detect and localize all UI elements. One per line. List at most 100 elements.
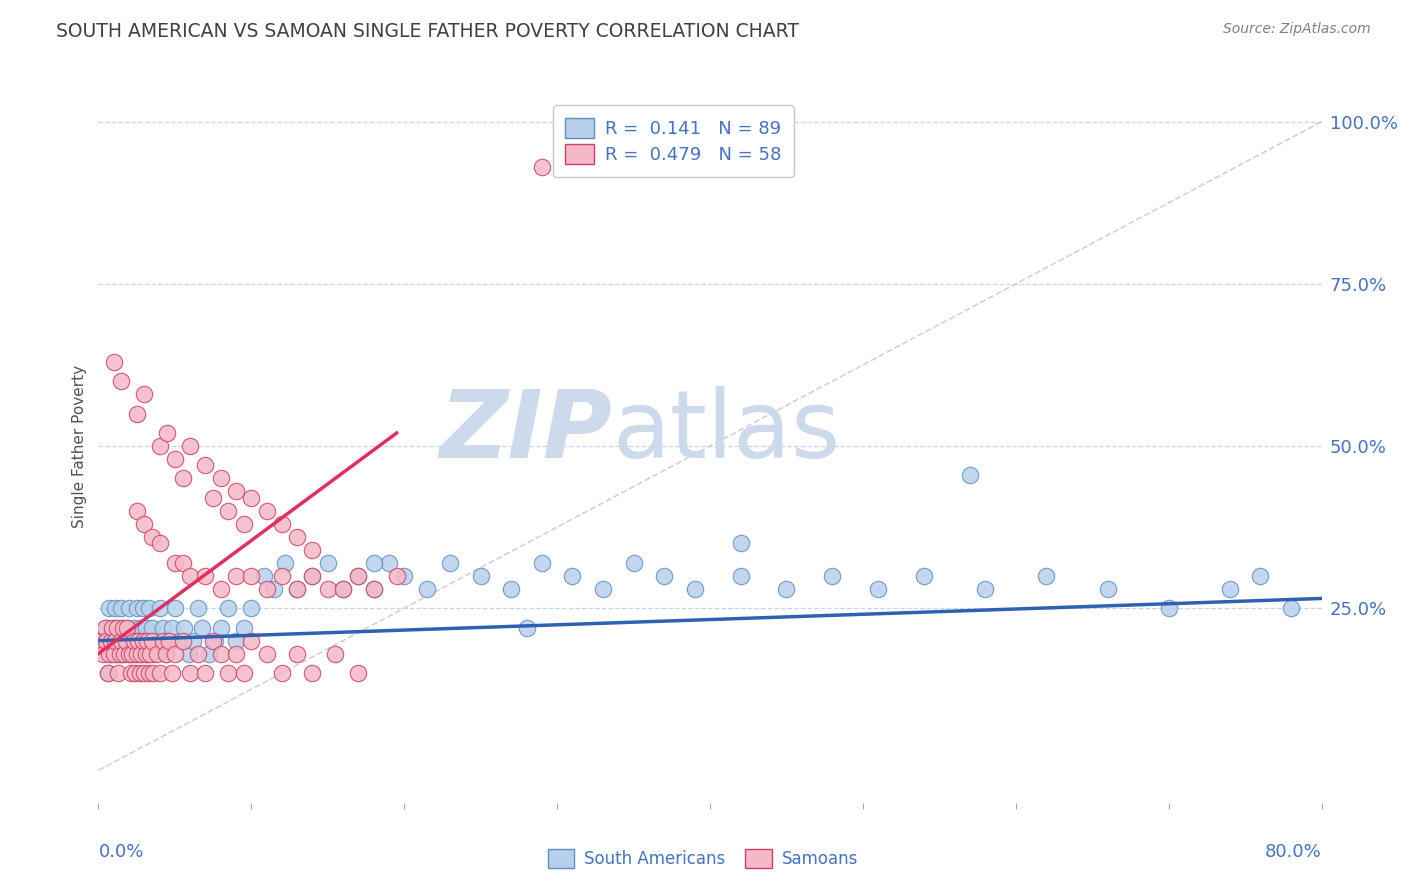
Point bbox=[385, 568, 408, 582]
Point bbox=[91, 633, 114, 648]
Point bbox=[108, 647, 131, 661]
Point bbox=[152, 633, 174, 648]
Y-axis label: Single Father Poverty: Single Father Poverty bbox=[72, 365, 87, 527]
Point bbox=[103, 647, 125, 661]
Point bbox=[232, 621, 254, 635]
Point bbox=[110, 633, 132, 648]
Point bbox=[179, 568, 201, 582]
Point bbox=[683, 582, 706, 596]
Point bbox=[197, 647, 219, 661]
Point bbox=[912, 568, 935, 582]
Point bbox=[94, 621, 117, 635]
Point bbox=[332, 582, 354, 596]
Point bbox=[392, 568, 416, 582]
Point bbox=[252, 568, 274, 582]
Point bbox=[129, 647, 152, 661]
Point bbox=[134, 516, 156, 531]
Point bbox=[179, 666, 201, 681]
Point bbox=[270, 666, 292, 681]
Point bbox=[100, 647, 122, 661]
Point bbox=[378, 556, 401, 570]
Point bbox=[104, 633, 127, 648]
Point bbox=[103, 621, 125, 635]
Point bbox=[115, 633, 138, 648]
Point bbox=[118, 601, 141, 615]
Point bbox=[730, 536, 752, 550]
Point bbox=[256, 504, 278, 518]
Legend: South Americans, Samoans: South Americans, Samoans bbox=[541, 843, 865, 875]
Point bbox=[135, 647, 157, 661]
Point bbox=[1035, 568, 1057, 582]
Point bbox=[124, 647, 146, 661]
Point bbox=[155, 647, 177, 661]
Point bbox=[115, 633, 138, 648]
Point bbox=[120, 666, 142, 681]
Point bbox=[974, 582, 997, 596]
Text: 80.0%: 80.0% bbox=[1265, 843, 1322, 861]
Point bbox=[347, 666, 370, 681]
Point bbox=[163, 452, 186, 467]
Point bbox=[128, 621, 150, 635]
Point bbox=[107, 633, 129, 648]
Point bbox=[149, 439, 172, 453]
Point bbox=[194, 666, 217, 681]
Point bbox=[530, 160, 553, 174]
Text: Source: ZipAtlas.com: Source: ZipAtlas.com bbox=[1223, 22, 1371, 37]
Point bbox=[225, 568, 247, 582]
Point bbox=[128, 666, 150, 681]
Point bbox=[263, 582, 285, 596]
Point bbox=[194, 568, 217, 582]
Point bbox=[209, 471, 232, 485]
Point bbox=[775, 582, 797, 596]
Point bbox=[301, 666, 323, 681]
Point bbox=[125, 601, 148, 615]
Point bbox=[134, 633, 156, 648]
Point bbox=[868, 582, 890, 596]
Point bbox=[90, 633, 112, 648]
Point bbox=[91, 647, 114, 661]
Point bbox=[157, 633, 180, 648]
Point bbox=[516, 621, 538, 635]
Point bbox=[470, 568, 492, 582]
Point bbox=[501, 582, 523, 596]
Legend: R =  0.141   N = 89, R =  0.479   N = 58: R = 0.141 N = 89, R = 0.479 N = 58 bbox=[553, 105, 794, 177]
Point bbox=[285, 530, 308, 544]
Point bbox=[1249, 568, 1271, 582]
Point bbox=[217, 666, 239, 681]
Point bbox=[118, 647, 141, 661]
Point bbox=[136, 647, 159, 661]
Point bbox=[270, 516, 292, 531]
Point bbox=[347, 568, 370, 582]
Point bbox=[209, 621, 232, 635]
Point bbox=[225, 647, 247, 661]
Point bbox=[163, 647, 186, 661]
Point bbox=[138, 666, 160, 681]
Point bbox=[98, 647, 121, 661]
Point bbox=[93, 621, 115, 635]
Point bbox=[204, 633, 226, 648]
Point bbox=[132, 601, 155, 615]
Point bbox=[225, 633, 247, 648]
Point bbox=[730, 568, 752, 582]
Point bbox=[1157, 601, 1180, 615]
Point bbox=[240, 601, 263, 615]
Point bbox=[225, 484, 247, 499]
Point bbox=[301, 568, 323, 582]
Point bbox=[121, 633, 143, 648]
Point bbox=[112, 647, 135, 661]
Point bbox=[145, 633, 167, 648]
Point bbox=[160, 666, 183, 681]
Point bbox=[439, 556, 461, 570]
Point bbox=[232, 516, 254, 531]
Point bbox=[98, 601, 121, 615]
Point bbox=[104, 601, 127, 615]
Point bbox=[217, 504, 239, 518]
Point bbox=[240, 568, 263, 582]
Point bbox=[561, 568, 583, 582]
Point bbox=[163, 556, 186, 570]
Point bbox=[157, 633, 180, 648]
Point bbox=[139, 633, 162, 648]
Point bbox=[120, 647, 142, 661]
Point bbox=[100, 633, 122, 648]
Point bbox=[103, 354, 125, 368]
